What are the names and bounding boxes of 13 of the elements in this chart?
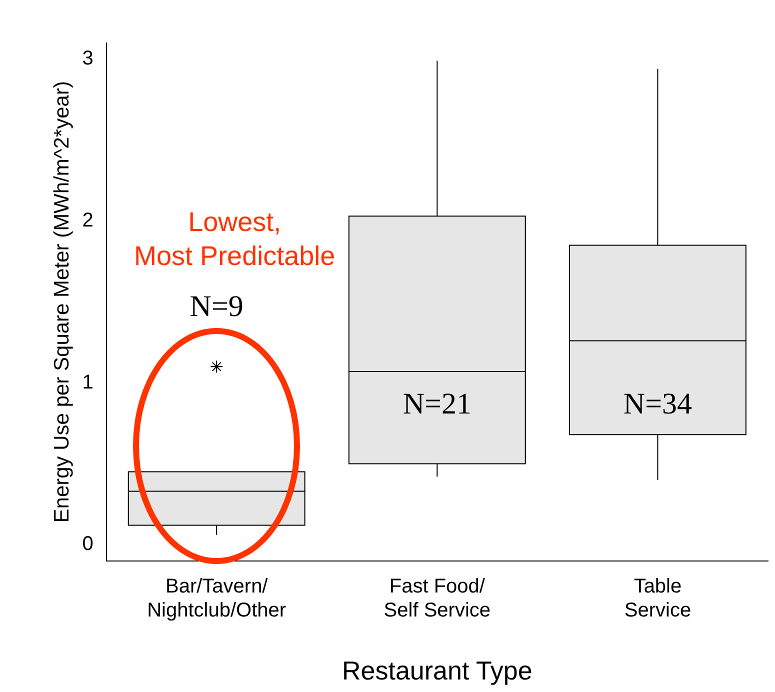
y-axis-title: Energy Use per Square Meter (MWh/m^2*year) [50,81,74,523]
y-tick-label: 2 [82,210,94,232]
annotation: N=34 [623,387,692,420]
annotation: N=21 [402,387,472,420]
x-tick-label: Fast Food/ Self Service [384,575,491,622]
x-tick-label: Table Service [624,575,692,622]
annotation: N=9 [190,290,244,324]
annotation: Lowest, Most Predictable [134,206,336,271]
y-tick-label: 1 [82,371,94,394]
y-tick-label: 0 [82,533,94,556]
x-tick-label: Bar/Tavern/ Nightclub/Other [147,575,286,622]
x-axis-title: Restaurant Type [342,656,532,686]
y-tick-label: 3 [82,48,94,70]
